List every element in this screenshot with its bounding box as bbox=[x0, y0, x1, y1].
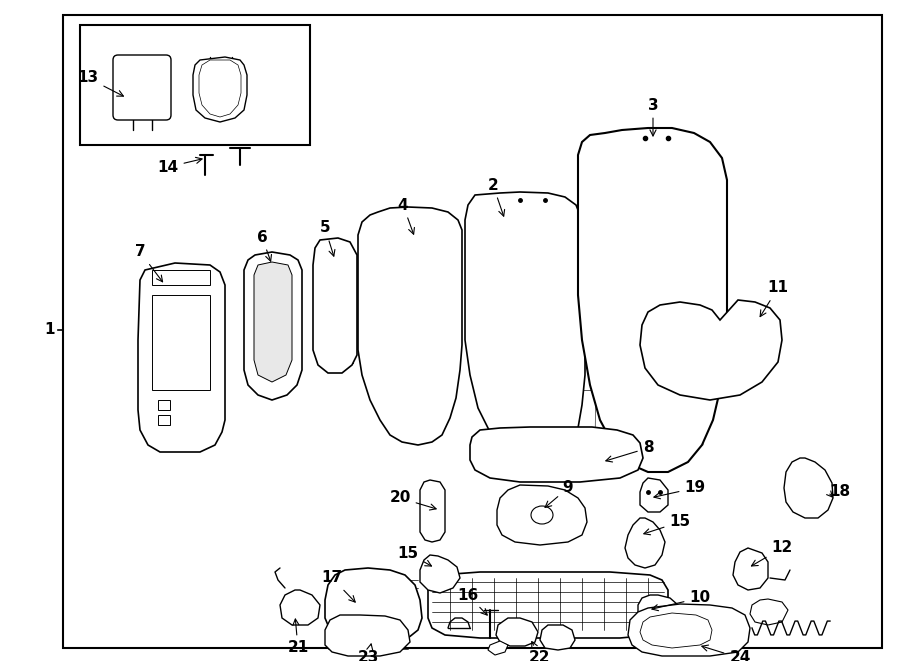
Text: 13: 13 bbox=[77, 71, 123, 96]
Text: 20: 20 bbox=[390, 490, 436, 510]
Polygon shape bbox=[280, 590, 320, 625]
Polygon shape bbox=[138, 263, 225, 452]
Text: 14: 14 bbox=[158, 157, 202, 175]
Ellipse shape bbox=[531, 506, 553, 524]
Polygon shape bbox=[640, 478, 668, 512]
Polygon shape bbox=[244, 252, 302, 400]
Text: 21: 21 bbox=[287, 619, 309, 656]
FancyBboxPatch shape bbox=[113, 55, 171, 120]
Polygon shape bbox=[750, 599, 788, 625]
Polygon shape bbox=[325, 615, 410, 656]
Text: 1: 1 bbox=[45, 323, 55, 338]
Polygon shape bbox=[628, 604, 750, 656]
Polygon shape bbox=[465, 192, 585, 458]
Text: 16: 16 bbox=[457, 588, 487, 615]
Text: 5: 5 bbox=[320, 221, 335, 256]
Text: 22: 22 bbox=[529, 642, 551, 661]
Text: 9: 9 bbox=[545, 481, 573, 508]
Text: 15: 15 bbox=[398, 545, 431, 566]
Polygon shape bbox=[638, 595, 680, 625]
Polygon shape bbox=[497, 485, 587, 545]
Polygon shape bbox=[420, 480, 445, 542]
Polygon shape bbox=[784, 458, 833, 518]
Polygon shape bbox=[496, 618, 538, 646]
Text: 10: 10 bbox=[652, 590, 711, 611]
Polygon shape bbox=[428, 572, 668, 638]
Polygon shape bbox=[733, 548, 768, 590]
Polygon shape bbox=[625, 518, 665, 568]
Polygon shape bbox=[488, 641, 508, 655]
Text: 4: 4 bbox=[398, 198, 414, 234]
Text: 17: 17 bbox=[321, 570, 356, 602]
Text: 3: 3 bbox=[648, 98, 658, 136]
Polygon shape bbox=[325, 568, 422, 642]
Text: 2: 2 bbox=[488, 178, 505, 216]
Text: 15: 15 bbox=[644, 514, 690, 535]
Polygon shape bbox=[578, 128, 727, 472]
Text: 18: 18 bbox=[830, 485, 850, 500]
Text: 24: 24 bbox=[702, 645, 751, 661]
Polygon shape bbox=[470, 427, 643, 482]
Polygon shape bbox=[313, 238, 357, 373]
Text: 11: 11 bbox=[760, 280, 788, 317]
Polygon shape bbox=[420, 555, 460, 593]
Text: 8: 8 bbox=[606, 440, 653, 462]
Text: 7: 7 bbox=[135, 245, 163, 282]
Polygon shape bbox=[254, 262, 292, 382]
Text: 23: 23 bbox=[357, 644, 379, 661]
Text: 19: 19 bbox=[654, 481, 706, 499]
Polygon shape bbox=[193, 57, 247, 122]
Polygon shape bbox=[358, 207, 462, 445]
Polygon shape bbox=[640, 300, 782, 400]
Text: 6: 6 bbox=[256, 229, 272, 261]
Polygon shape bbox=[540, 625, 575, 650]
Text: 12: 12 bbox=[752, 541, 793, 566]
